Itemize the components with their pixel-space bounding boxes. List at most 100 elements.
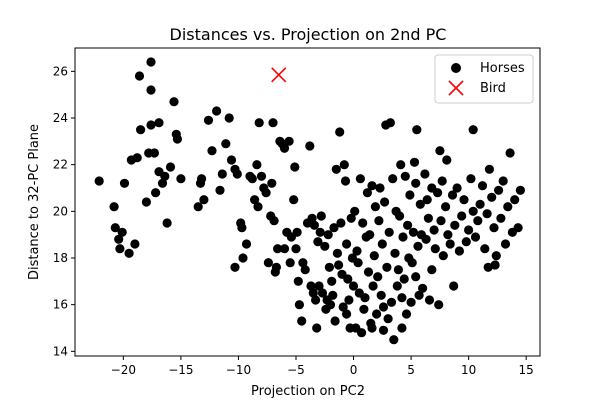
horse-point bbox=[298, 258, 308, 268]
horse-point bbox=[247, 174, 257, 184]
horse-point bbox=[348, 281, 359, 291]
horse-point bbox=[418, 283, 428, 293]
horse-point bbox=[226, 155, 237, 165]
x-axis-label: Projection on PC2 bbox=[251, 384, 365, 399]
horse-point bbox=[224, 113, 234, 123]
horse-point bbox=[238, 253, 248, 263]
horse-point bbox=[151, 188, 161, 198]
horse-point bbox=[397, 323, 407, 333]
horse-point bbox=[160, 171, 170, 181]
horse-point bbox=[500, 239, 511, 249]
horse-point bbox=[373, 272, 383, 282]
horse-point bbox=[487, 192, 497, 202]
horse-point bbox=[483, 262, 493, 272]
horse-point bbox=[312, 323, 322, 333]
horse-point bbox=[109, 202, 119, 212]
horse-point bbox=[498, 176, 508, 186]
horse-point bbox=[293, 276, 303, 286]
horse-point bbox=[505, 148, 515, 158]
horse-point bbox=[217, 169, 227, 179]
horse-point bbox=[353, 258, 363, 268]
horse-point bbox=[414, 290, 424, 300]
horse-point bbox=[346, 213, 356, 223]
horse-point bbox=[94, 176, 104, 186]
horse-point bbox=[396, 160, 406, 170]
horse-point bbox=[237, 223, 247, 233]
horse-point bbox=[464, 225, 474, 235]
horse-point bbox=[399, 274, 409, 284]
horse-point bbox=[468, 125, 478, 135]
horse-point bbox=[411, 178, 421, 188]
horse-point bbox=[496, 213, 506, 223]
horse-point bbox=[423, 213, 433, 223]
horse-point bbox=[362, 188, 372, 198]
horse-point bbox=[398, 232, 408, 242]
horse-point bbox=[436, 216, 446, 226]
horse-point bbox=[403, 220, 413, 230]
horse-point bbox=[378, 302, 389, 312]
horse-point bbox=[365, 230, 375, 240]
horse-point bbox=[454, 246, 464, 256]
horse-point bbox=[400, 171, 410, 181]
legend-marker-horses bbox=[451, 63, 461, 73]
horse-point bbox=[395, 211, 405, 221]
horse-point bbox=[494, 185, 504, 195]
legend-label-bird: Bird bbox=[480, 81, 506, 96]
horse-point bbox=[141, 197, 151, 207]
horse-point bbox=[254, 118, 264, 128]
horse-point bbox=[407, 258, 417, 268]
y-tick-label: 18 bbox=[53, 251, 68, 265]
horse-point bbox=[327, 276, 337, 286]
horse-point bbox=[480, 244, 490, 254]
horse-point bbox=[136, 125, 146, 135]
horse-point bbox=[457, 211, 467, 221]
y-tick-label: 14 bbox=[53, 344, 68, 358]
horse-point bbox=[315, 227, 325, 237]
horse-point bbox=[388, 174, 398, 184]
horse-point bbox=[263, 258, 273, 268]
horse-point bbox=[130, 239, 140, 249]
horse-point bbox=[309, 220, 319, 230]
x-tick-label: 15 bbox=[519, 363, 534, 377]
horse-point bbox=[409, 157, 420, 167]
horse-point bbox=[424, 295, 435, 305]
x-tick-label: −20 bbox=[111, 363, 136, 377]
horse-point bbox=[203, 115, 214, 125]
x-tick-label: 10 bbox=[461, 363, 476, 377]
horse-point bbox=[331, 164, 341, 174]
horse-point bbox=[397, 293, 407, 303]
horse-point bbox=[306, 281, 316, 291]
horse-point bbox=[491, 251, 501, 261]
horse-point bbox=[320, 241, 330, 251]
horse-point bbox=[429, 225, 439, 235]
legend-label-horses: Horses bbox=[480, 61, 525, 76]
horse-point bbox=[212, 106, 222, 116]
horse-point bbox=[342, 239, 352, 249]
horse-point bbox=[284, 136, 294, 146]
horse-point bbox=[146, 120, 156, 130]
horse-point bbox=[256, 171, 267, 181]
horse-point bbox=[473, 216, 483, 226]
horse-point bbox=[443, 230, 453, 240]
horse-point bbox=[466, 174, 476, 184]
horse-point bbox=[415, 199, 425, 209]
horse-point bbox=[430, 244, 440, 254]
horse-point bbox=[343, 274, 353, 284]
horse-point bbox=[475, 199, 485, 209]
horse-point bbox=[290, 162, 300, 172]
horse-point bbox=[359, 304, 369, 314]
horse-point bbox=[297, 316, 307, 326]
horse-point bbox=[360, 293, 370, 303]
horse-point bbox=[434, 300, 444, 310]
horse-point bbox=[172, 134, 182, 144]
horse-point bbox=[308, 288, 318, 298]
horse-point bbox=[253, 202, 263, 212]
y-tick-label: 22 bbox=[53, 158, 68, 172]
horse-point bbox=[157, 178, 168, 188]
horse-point bbox=[477, 181, 488, 191]
horse-point bbox=[336, 218, 346, 228]
horse-point bbox=[252, 160, 262, 170]
horse-point bbox=[357, 328, 367, 338]
horse-point bbox=[384, 227, 394, 237]
